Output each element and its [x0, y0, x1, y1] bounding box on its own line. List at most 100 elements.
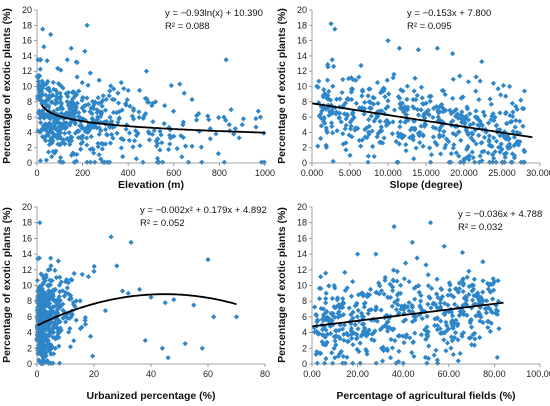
- data-point: [133, 156, 139, 162]
- data-point: [68, 293, 74, 299]
- data-point: [37, 349, 43, 355]
- data-point: [439, 88, 445, 94]
- data-point: [485, 150, 491, 156]
- data-point: [411, 353, 417, 360]
- data-point: [460, 94, 466, 100]
- data-point: [347, 152, 353, 158]
- data-point: [473, 74, 479, 80]
- data-point: [361, 325, 368, 331]
- data-point: [419, 315, 425, 322]
- data-point: [496, 326, 502, 332]
- data-point: [318, 135, 324, 142]
- data-point: [368, 113, 374, 119]
- data-point: [57, 289, 63, 295]
- data-point: [514, 106, 520, 113]
- data-point: [366, 307, 372, 313]
- data-point: [361, 301, 367, 307]
- data-point: [415, 47, 421, 53]
- data-point: [355, 326, 361, 332]
- data-point: [342, 126, 348, 132]
- data-point: [366, 117, 372, 123]
- data-point: [82, 314, 88, 321]
- x-tick-label: 1000: [255, 168, 275, 178]
- data-point: [518, 159, 524, 165]
- data-point: [42, 301, 48, 308]
- data-point: [476, 159, 482, 165]
- y-tick-label: 6: [27, 312, 32, 322]
- y-tick-label: 18: [297, 20, 307, 30]
- data-point: [47, 300, 53, 307]
- data-point: [67, 344, 74, 350]
- y-tick-label: 8: [302, 296, 307, 306]
- data-point: [213, 131, 219, 137]
- data-point: [49, 92, 55, 98]
- data-point: [37, 129, 43, 135]
- data-point: [42, 322, 48, 328]
- data-point: [384, 324, 390, 330]
- data-point: [42, 92, 49, 98]
- x-tick-label: 40: [146, 369, 156, 379]
- data-point: [486, 142, 492, 149]
- data-point: [444, 322, 450, 329]
- data-point: [153, 138, 159, 144]
- data-point: [453, 150, 459, 156]
- data-point: [125, 290, 131, 296]
- data-point: [339, 89, 345, 96]
- y-tick-label: 14: [22, 51, 32, 61]
- data-point: [366, 292, 373, 298]
- data-point: [391, 326, 397, 332]
- data-point: [128, 239, 134, 245]
- data-point: [471, 292, 477, 299]
- data-point: [115, 90, 121, 96]
- data-point: [121, 85, 127, 92]
- data-point: [346, 132, 352, 138]
- data-point: [397, 333, 403, 339]
- data-point: [65, 137, 72, 143]
- data-point: [482, 112, 488, 119]
- data-point: [48, 318, 54, 324]
- data-point: [432, 139, 438, 145]
- data-point: [63, 124, 70, 130]
- data-point: [58, 99, 64, 105]
- data-point: [323, 144, 330, 150]
- data-point: [378, 90, 384, 96]
- data-point: [45, 132, 51, 138]
- y-axis-label: Percentage of exotic plants (%): [276, 207, 288, 363]
- data-point: [356, 105, 363, 111]
- data-point: [389, 345, 396, 351]
- data-point: [45, 149, 52, 155]
- data-point: [340, 141, 346, 147]
- data-point: [41, 115, 47, 121]
- data-point: [425, 107, 431, 113]
- data-point: [481, 148, 487, 154]
- scatter-points: [311, 220, 502, 366]
- y-tick-label: 12: [297, 66, 307, 76]
- data-point: [381, 85, 387, 91]
- data-point: [485, 305, 491, 311]
- chart-slope: 0 2 4 6 8 10 12 14 16 18 20 0.000 5.000 10.000 15.000 2…: [276, 5, 550, 191]
- data-point: [323, 309, 329, 316]
- data-point: [348, 89, 354, 95]
- data-point: [56, 119, 62, 126]
- data-point: [95, 140, 101, 147]
- data-point: [371, 337, 377, 344]
- data-point: [54, 300, 60, 306]
- data-point: [102, 141, 109, 147]
- data-point: [373, 251, 379, 257]
- data-point: [337, 110, 343, 116]
- data-point: [74, 59, 80, 66]
- data-point: [480, 259, 486, 265]
- x-tick-label: 20: [89, 369, 99, 379]
- data-point: [344, 338, 351, 345]
- data-point: [87, 109, 93, 115]
- data-point: [60, 307, 66, 313]
- data-point: [494, 354, 500, 361]
- data-point: [232, 125, 238, 132]
- data-point: [39, 92, 46, 98]
- data-point: [334, 128, 340, 134]
- data-point: [385, 104, 391, 110]
- data-point: [457, 159, 463, 165]
- data-point: [420, 143, 426, 149]
- data-point: [411, 285, 417, 291]
- data-point: [384, 312, 390, 319]
